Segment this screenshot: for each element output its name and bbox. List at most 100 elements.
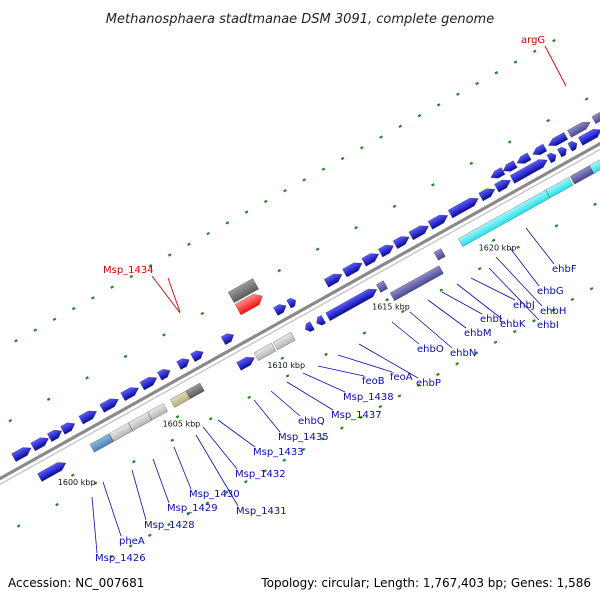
inner-tick-upper — [584, 97, 589, 101]
cds-feature-forward — [361, 253, 380, 267]
outer-tick-lower — [301, 447, 306, 452]
outer-tick-lower — [263, 469, 267, 473]
gene-label: ehbG — [537, 286, 564, 297]
outer-tick-lower — [416, 383, 421, 387]
cds-feature-forward — [516, 152, 532, 164]
cds-feature-forward — [546, 152, 557, 164]
leader-line — [270, 390, 301, 417]
outer-tick-lower — [282, 458, 287, 462]
cds-feature-forward — [408, 225, 430, 241]
leader-line — [409, 311, 453, 349]
cds-feature-forward — [220, 333, 235, 346]
outer-tick-upper — [167, 253, 172, 257]
outer-tick-lower — [340, 426, 344, 430]
gene-label: Msp_1430 — [189, 489, 240, 500]
outer-tick-upper — [244, 210, 249, 214]
outer-tick-lower — [493, 340, 498, 344]
cds-feature-reverse — [37, 462, 67, 482]
leader-line — [441, 291, 483, 315]
leader-line — [488, 267, 540, 321]
gene-label: ehbP — [416, 378, 441, 389]
Msp_1434-feature — [227, 278, 259, 304]
outer-tick-upper — [206, 231, 210, 236]
outer-tick-upper — [436, 103, 441, 107]
leader-line — [131, 469, 147, 521]
inner-tick-upper — [8, 419, 13, 423]
inner-tick-upper — [277, 268, 282, 273]
gene-label: pheA — [119, 536, 145, 547]
scale-tick — [385, 298, 389, 302]
outer-tick-upper — [91, 296, 95, 300]
outer-tick-lower — [147, 533, 152, 537]
outer-tick-lower — [397, 394, 402, 398]
gene-label: ehbK — [500, 319, 526, 330]
leader-line — [195, 434, 239, 507]
outer-tick-lower — [436, 372, 440, 377]
leader-line — [470, 277, 516, 301]
outer-tick-lower — [128, 544, 133, 548]
outer-tick-lower — [243, 479, 248, 484]
inner-tick-lower — [93, 481, 98, 485]
cds-feature-forward — [60, 422, 76, 435]
inner-tick-upper — [354, 226, 358, 230]
gene-label: ehbH — [540, 306, 566, 317]
outer-tick-lower — [474, 351, 479, 355]
cds-feature-reverse — [458, 189, 551, 248]
gene-label: Msp_1429 — [167, 503, 218, 514]
cds-feature-forward — [392, 236, 410, 250]
leader-line — [102, 481, 122, 537]
cds-feature-reverse — [108, 422, 134, 442]
cds-feature-forward — [190, 350, 204, 363]
leader-line — [509, 247, 540, 287]
cds-feature-reverse — [316, 314, 327, 326]
gene-label: ehbN — [450, 348, 476, 359]
outer-tick-lower — [205, 501, 210, 505]
inner-tick-upper — [507, 140, 512, 144]
cds-feature-forward — [273, 304, 287, 316]
outer-tick-upper — [187, 242, 191, 246]
scale-tick — [491, 238, 496, 242]
leader-line — [286, 381, 334, 411]
cds-feature-forward — [342, 262, 363, 278]
cds-feature-forward — [286, 297, 297, 309]
outer-tick-upper — [340, 156, 345, 161]
outer-tick-lower — [359, 415, 363, 420]
outer-tick-lower — [551, 308, 556, 312]
cds-feature-forward — [478, 188, 496, 202]
cds-feature-reverse — [169, 390, 191, 408]
outer-tick-upper — [302, 178, 307, 182]
cds-feature-forward — [547, 131, 569, 146]
leader-line — [253, 399, 281, 433]
leader-line — [302, 372, 346, 393]
cds-feature-reverse — [325, 288, 378, 322]
inner-tick-lower — [132, 459, 136, 464]
inner-tick-upper — [85, 376, 89, 380]
gene-label: feoB — [362, 376, 385, 387]
outer-tick-upper — [513, 60, 518, 64]
scale-tick — [280, 356, 285, 360]
outer-tick-upper — [417, 113, 422, 118]
leader-line — [427, 299, 467, 329]
cds-feature-forward — [591, 110, 600, 125]
outer-tick-upper — [475, 81, 479, 86]
cds-feature-reverse — [545, 176, 574, 199]
inner-tick-upper — [315, 247, 320, 251]
cds-feature-reverse — [147, 403, 169, 421]
cds-feature-reverse — [389, 265, 444, 302]
gene-label: Msp_1431 — [236, 506, 287, 517]
cds-feature-reverse — [253, 342, 277, 362]
outer-tick-upper — [532, 49, 537, 53]
inner-tick-lower — [208, 417, 213, 421]
inner-tick-lower — [362, 331, 367, 335]
inner-tick-lower — [516, 245, 520, 249]
cds-feature-reverse — [89, 433, 114, 453]
leader-line — [152, 458, 170, 504]
cds-feature-reverse — [272, 331, 296, 351]
scale-label: 1610 kbp — [267, 361, 305, 370]
inner-tick-lower — [55, 502, 59, 507]
scale-label: 1600 kbp — [58, 478, 96, 487]
leader-line — [456, 283, 503, 320]
gene-label: ehbL — [480, 314, 505, 325]
cds-feature-forward — [30, 437, 50, 452]
